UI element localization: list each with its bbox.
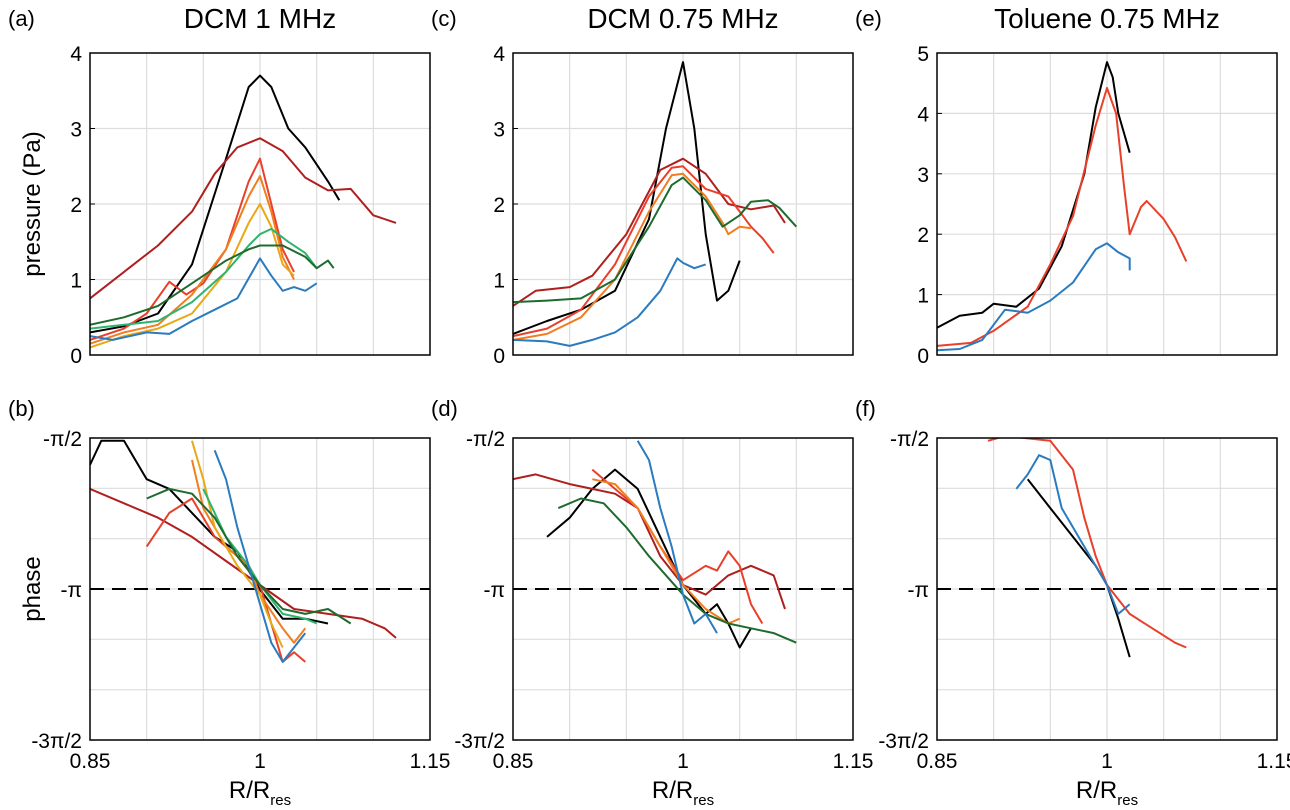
series-line-1	[546, 468, 752, 649]
panel-f: -π/2 -π -3π/20.85 1 1.15 R/Rres (f)	[855, 396, 1290, 809]
y-tick-label: -3π/2	[454, 730, 505, 753]
x-tick-label: 0.85	[917, 750, 958, 773]
series-line-6	[513, 257, 707, 347]
series-line-5	[191, 440, 284, 648]
y-tick-label: 3	[493, 119, 505, 142]
panel-d: -π/2 -π -3π/20.85 1 1.15 R/Rres (d)	[431, 396, 873, 809]
y-tick-label: 3	[917, 164, 929, 187]
x-axis-label: R/Rres	[229, 777, 291, 809]
y-tick-label: 5	[917, 43, 929, 66]
panel-b: -π/2 -π -3π/20.85 1 1.15 R/Rres phase (b)	[8, 396, 450, 809]
series-line-2	[937, 87, 1188, 347]
panel-e: 0 1 2 3 4 5 Toluene 0.75 MHz (e)	[855, 3, 1278, 368]
panel-letter: (a)	[8, 6, 35, 31]
y-tick-label: -π	[908, 579, 929, 602]
series-line-7	[90, 244, 335, 326]
series-line-2	[513, 473, 786, 610]
panel-title: Toluene 0.75 MHz	[994, 3, 1220, 34]
y-tick-label: -π/2	[43, 428, 82, 451]
panel-c: 0 1 2 3 4 DCM 0.75 MHz (c)	[431, 3, 854, 368]
y-tick-label: 4	[493, 43, 505, 66]
series-line-3	[513, 165, 775, 338]
y-tick-label: 4	[70, 43, 82, 66]
y-tick-label: -π	[61, 579, 82, 602]
series-line-1	[90, 74, 341, 334]
y-tick-label: 1	[70, 270, 82, 293]
axes-frame	[936, 52, 1278, 356]
x-tick-label: 1.15	[833, 750, 874, 773]
x-axis-label: R/Rres	[652, 777, 714, 809]
y-tick-label: 4	[917, 103, 929, 126]
y-tick-label: 0	[70, 345, 82, 368]
panel-letter: (f)	[855, 396, 876, 421]
series-line-4	[191, 459, 307, 644]
y-tick-label: 2	[917, 224, 929, 247]
y-axis-label: pressure (Pa)	[19, 131, 46, 276]
series-line-3	[591, 468, 764, 625]
y-tick-label: 0	[493, 345, 505, 368]
series-line-1	[1026, 478, 1131, 658]
series-line-1	[513, 61, 741, 335]
series-line-2	[513, 157, 786, 307]
panel-title: DCM 1 MHz	[184, 3, 336, 34]
series-line-8	[90, 257, 318, 341]
y-tick-label: -π	[484, 579, 505, 602]
series-line-1	[90, 439, 329, 625]
series-line-8	[213, 450, 307, 663]
panel-letter: (e)	[855, 6, 882, 31]
series-line-6	[90, 227, 318, 330]
y-tick-label: -3π/2	[31, 730, 82, 753]
panel-letter: (d)	[431, 396, 458, 421]
y-tick-label: 0	[917, 345, 929, 368]
y-tick-label: -π/2	[466, 428, 505, 451]
series-line-6	[636, 440, 718, 634]
panel-title: DCM 0.75 MHz	[587, 3, 778, 34]
panel-letter: (c)	[431, 6, 457, 31]
y-tick-label: 2	[493, 194, 505, 217]
series-line-3	[1015, 454, 1131, 615]
x-tick-label: 1	[1101, 750, 1113, 773]
y-tick-label: -π/2	[890, 428, 929, 451]
series-line-4	[513, 172, 752, 341]
series-line-3	[937, 242, 1131, 352]
series-line-3	[145, 497, 306, 663]
series-line-3	[90, 157, 295, 341]
panel-letter: (b)	[8, 396, 35, 421]
y-tick-label: 2	[70, 194, 82, 217]
x-axis-label: R/Rres	[1076, 777, 1138, 809]
x-tick-label: 1.15	[1257, 750, 1290, 773]
y-tick-label: -3π/2	[878, 730, 929, 753]
y-axis-label: phase	[19, 556, 46, 621]
x-tick-label: 1	[254, 750, 266, 773]
panel-a: 0 1 2 3 4 pressure (Pa) DCM 1 MHz (a)	[8, 3, 431, 368]
x-tick-label: 1	[677, 750, 689, 773]
x-tick-label: 1.15	[410, 750, 451, 773]
series-line-2	[90, 137, 397, 300]
series-line-5	[513, 176, 798, 304]
series-line-4	[592, 478, 741, 625]
series-line-1	[937, 61, 1131, 329]
y-tick-label: 1	[493, 270, 505, 293]
series-line-7	[146, 487, 352, 625]
x-tick-label: 0.85	[70, 750, 111, 773]
y-tick-label: 1	[917, 285, 929, 308]
y-tick-label: 3	[70, 119, 82, 142]
x-tick-label: 0.85	[493, 750, 534, 773]
series-line-2	[987, 438, 1187, 649]
